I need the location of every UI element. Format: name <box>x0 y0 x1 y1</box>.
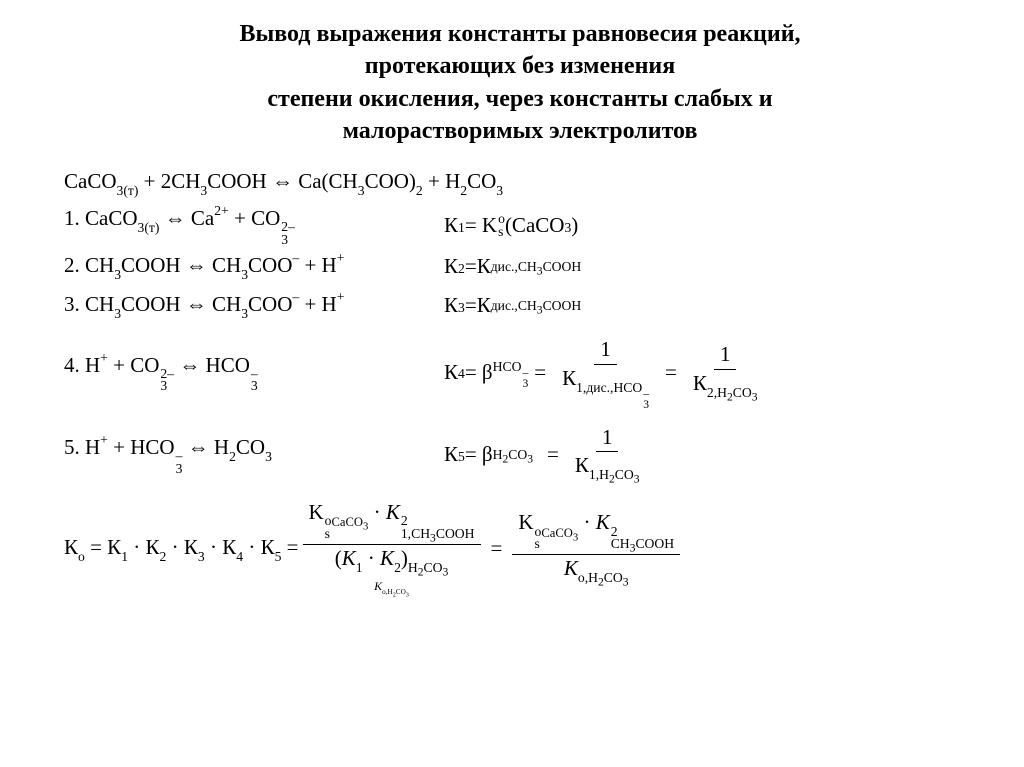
step-2: 2. CH3COOH ⇔ CH3COO– + H+ К2 = Кдис.,CH3… <box>64 252 976 281</box>
title-line-2: протекающих без изменения <box>365 53 675 79</box>
final-equation: Ко = К1 · К2 · К3 · К4 · К5 = KоsCaCO3 ·… <box>64 499 976 598</box>
step-1: 1. CaCO3(т) ⇔ Ca2+ + CO2–3 К1 = Kоs(CaCO… <box>64 205 976 246</box>
step4-frac-2: 1 К2,H2CO3 <box>687 341 764 402</box>
title-line-4: малорастворимых электролитов <box>343 118 698 144</box>
title-line-3: степени окисления, через константы слабы… <box>267 86 772 112</box>
step4-frac-1: 1 К1,дис.,HCO–3 <box>556 336 655 408</box>
page-title: Вывод выражения константы равновесия реа… <box>64 18 976 148</box>
final-frac-2: KоsCaCO3 · K2CH3COOH Ko,H2CO3 <box>512 509 680 588</box>
step5-frac: 1 К1,H2CO3 <box>569 424 646 485</box>
final-frac-1: KоsCaCO3 · K21,CH3COOH (K1 · K2)H2CO3 Ko… <box>303 499 481 598</box>
step-5: 5. H+ + HCO–3 ⇔ H2CO3 К5 = βH2CO3 = 1 К1… <box>64 424 976 485</box>
step-4: 4. H+ + CO2–3 ⇔ HCO–3 К4 = βHCO–3 = 1 К1… <box>64 336 976 408</box>
title-line-1: Вывод выражения константы равновесия реа… <box>239 21 800 47</box>
step-3: 3. CH3COOH ⇔ CH3COO– + H+ К3 = Кдис.,CH3… <box>64 291 976 320</box>
overall-equation: CaCO3(т) + 2CH3COOH ⇔ Ca(CH3COO)2 + H2CO… <box>64 166 976 200</box>
